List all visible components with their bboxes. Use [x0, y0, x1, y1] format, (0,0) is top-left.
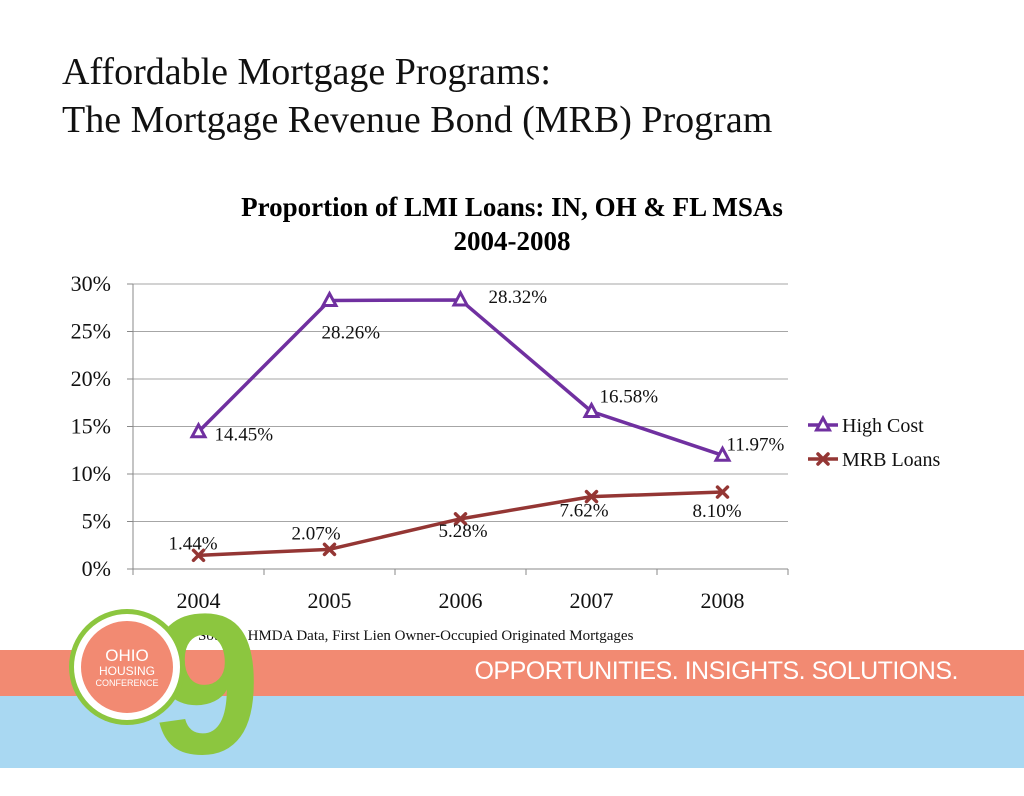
data-point-high-cost: [189, 421, 208, 439]
data-label-mrb-loans: 5.28%: [439, 521, 488, 542]
y-tick-label: 5%: [82, 509, 111, 534]
y-tick-label: 0%: [82, 556, 111, 581]
x-tick-label: 2004: [177, 588, 221, 613]
data-point-high-cost: [713, 445, 732, 462]
data-point-high-cost: [320, 290, 339, 308]
chart-title-line-2: 2004-2008: [453, 226, 571, 256]
data-label-high-cost: 11.97%: [727, 434, 785, 455]
series-line-high-cost: [197, 298, 724, 457]
ohio-housing-conference-logo: OHIO HOUSING CONFERENCE: [74, 614, 180, 720]
data-point-mrb-loans: [584, 489, 599, 504]
legend-label: High Cost: [842, 415, 924, 437]
data-point-mrb-loans: [191, 548, 206, 563]
line-chart: 0% 5% 10% 15% 20% 25% 30% 2004 2005 2006 2007 2008 1…: [71, 271, 941, 613]
data-label-high-cost: 28.32%: [489, 287, 548, 308]
data-label-high-cost: 28.26%: [322, 323, 381, 344]
data-label-mrb-loans: 2.07%: [292, 523, 341, 544]
legend-marker-high-cost: [813, 414, 833, 432]
x-tick-label: 2006: [439, 588, 483, 613]
slide-title: Affordable Mortgage Programs: The Mortga…: [62, 48, 772, 144]
footer-tagline: OPPORTUNITIES. INSIGHTS. SOLUTIONS.: [474, 657, 958, 685]
footer-blue-band: [0, 696, 1024, 768]
x-tick-label: 2007: [570, 588, 614, 613]
y-tick-label: 10%: [71, 461, 111, 486]
chart-title: Proportion of LMI Loans: IN, OH & FL MSA…: [0, 190, 1024, 258]
data-label-high-cost: 16.58%: [600, 386, 659, 407]
chart-title-line-1: Proportion of LMI Loans: IN, OH & FL MSA…: [241, 192, 783, 222]
data-point-mrb-loans: [715, 485, 730, 499]
legend-label: MRB Loans: [842, 449, 941, 471]
logo-line-2: HOUSING: [98, 663, 155, 678]
data-label-mrb-loans: 7.62%: [560, 501, 609, 522]
x-tick-label: 2005: [308, 588, 352, 613]
x-tick-label: 2008: [701, 588, 745, 613]
source-note: Source: HMDA Data, First Lien Owner-Occu…: [198, 628, 634, 644]
data-point-high-cost: [451, 289, 470, 307]
y-tick-label: 20%: [71, 366, 111, 391]
slide-title-line-1: Affordable Mortgage Programs:: [62, 51, 551, 93]
data-label-mrb-loans: 1.44%: [169, 533, 218, 554]
logo-line-1: OHIO: [105, 645, 149, 665]
data-label-mrb-loans: 8.10%: [693, 501, 742, 522]
logo-line-3: CONFERENCE: [95, 677, 159, 688]
data-point-mrb-loans: [453, 512, 468, 526]
slide-title-line-2: The Mortgage Revenue Bond (MRB) Program: [62, 99, 773, 141]
data-point-high-cost: [582, 401, 601, 418]
y-tick-label: 30%: [71, 271, 111, 296]
data-label-high-cost: 14.45%: [215, 425, 274, 446]
legend-marker-mrb-loans: [816, 452, 830, 466]
data-point-mrb-loans: [322, 542, 337, 557]
y-tick-label: 25%: [71, 319, 111, 344]
y-tick-label: 15%: [71, 414, 111, 439]
